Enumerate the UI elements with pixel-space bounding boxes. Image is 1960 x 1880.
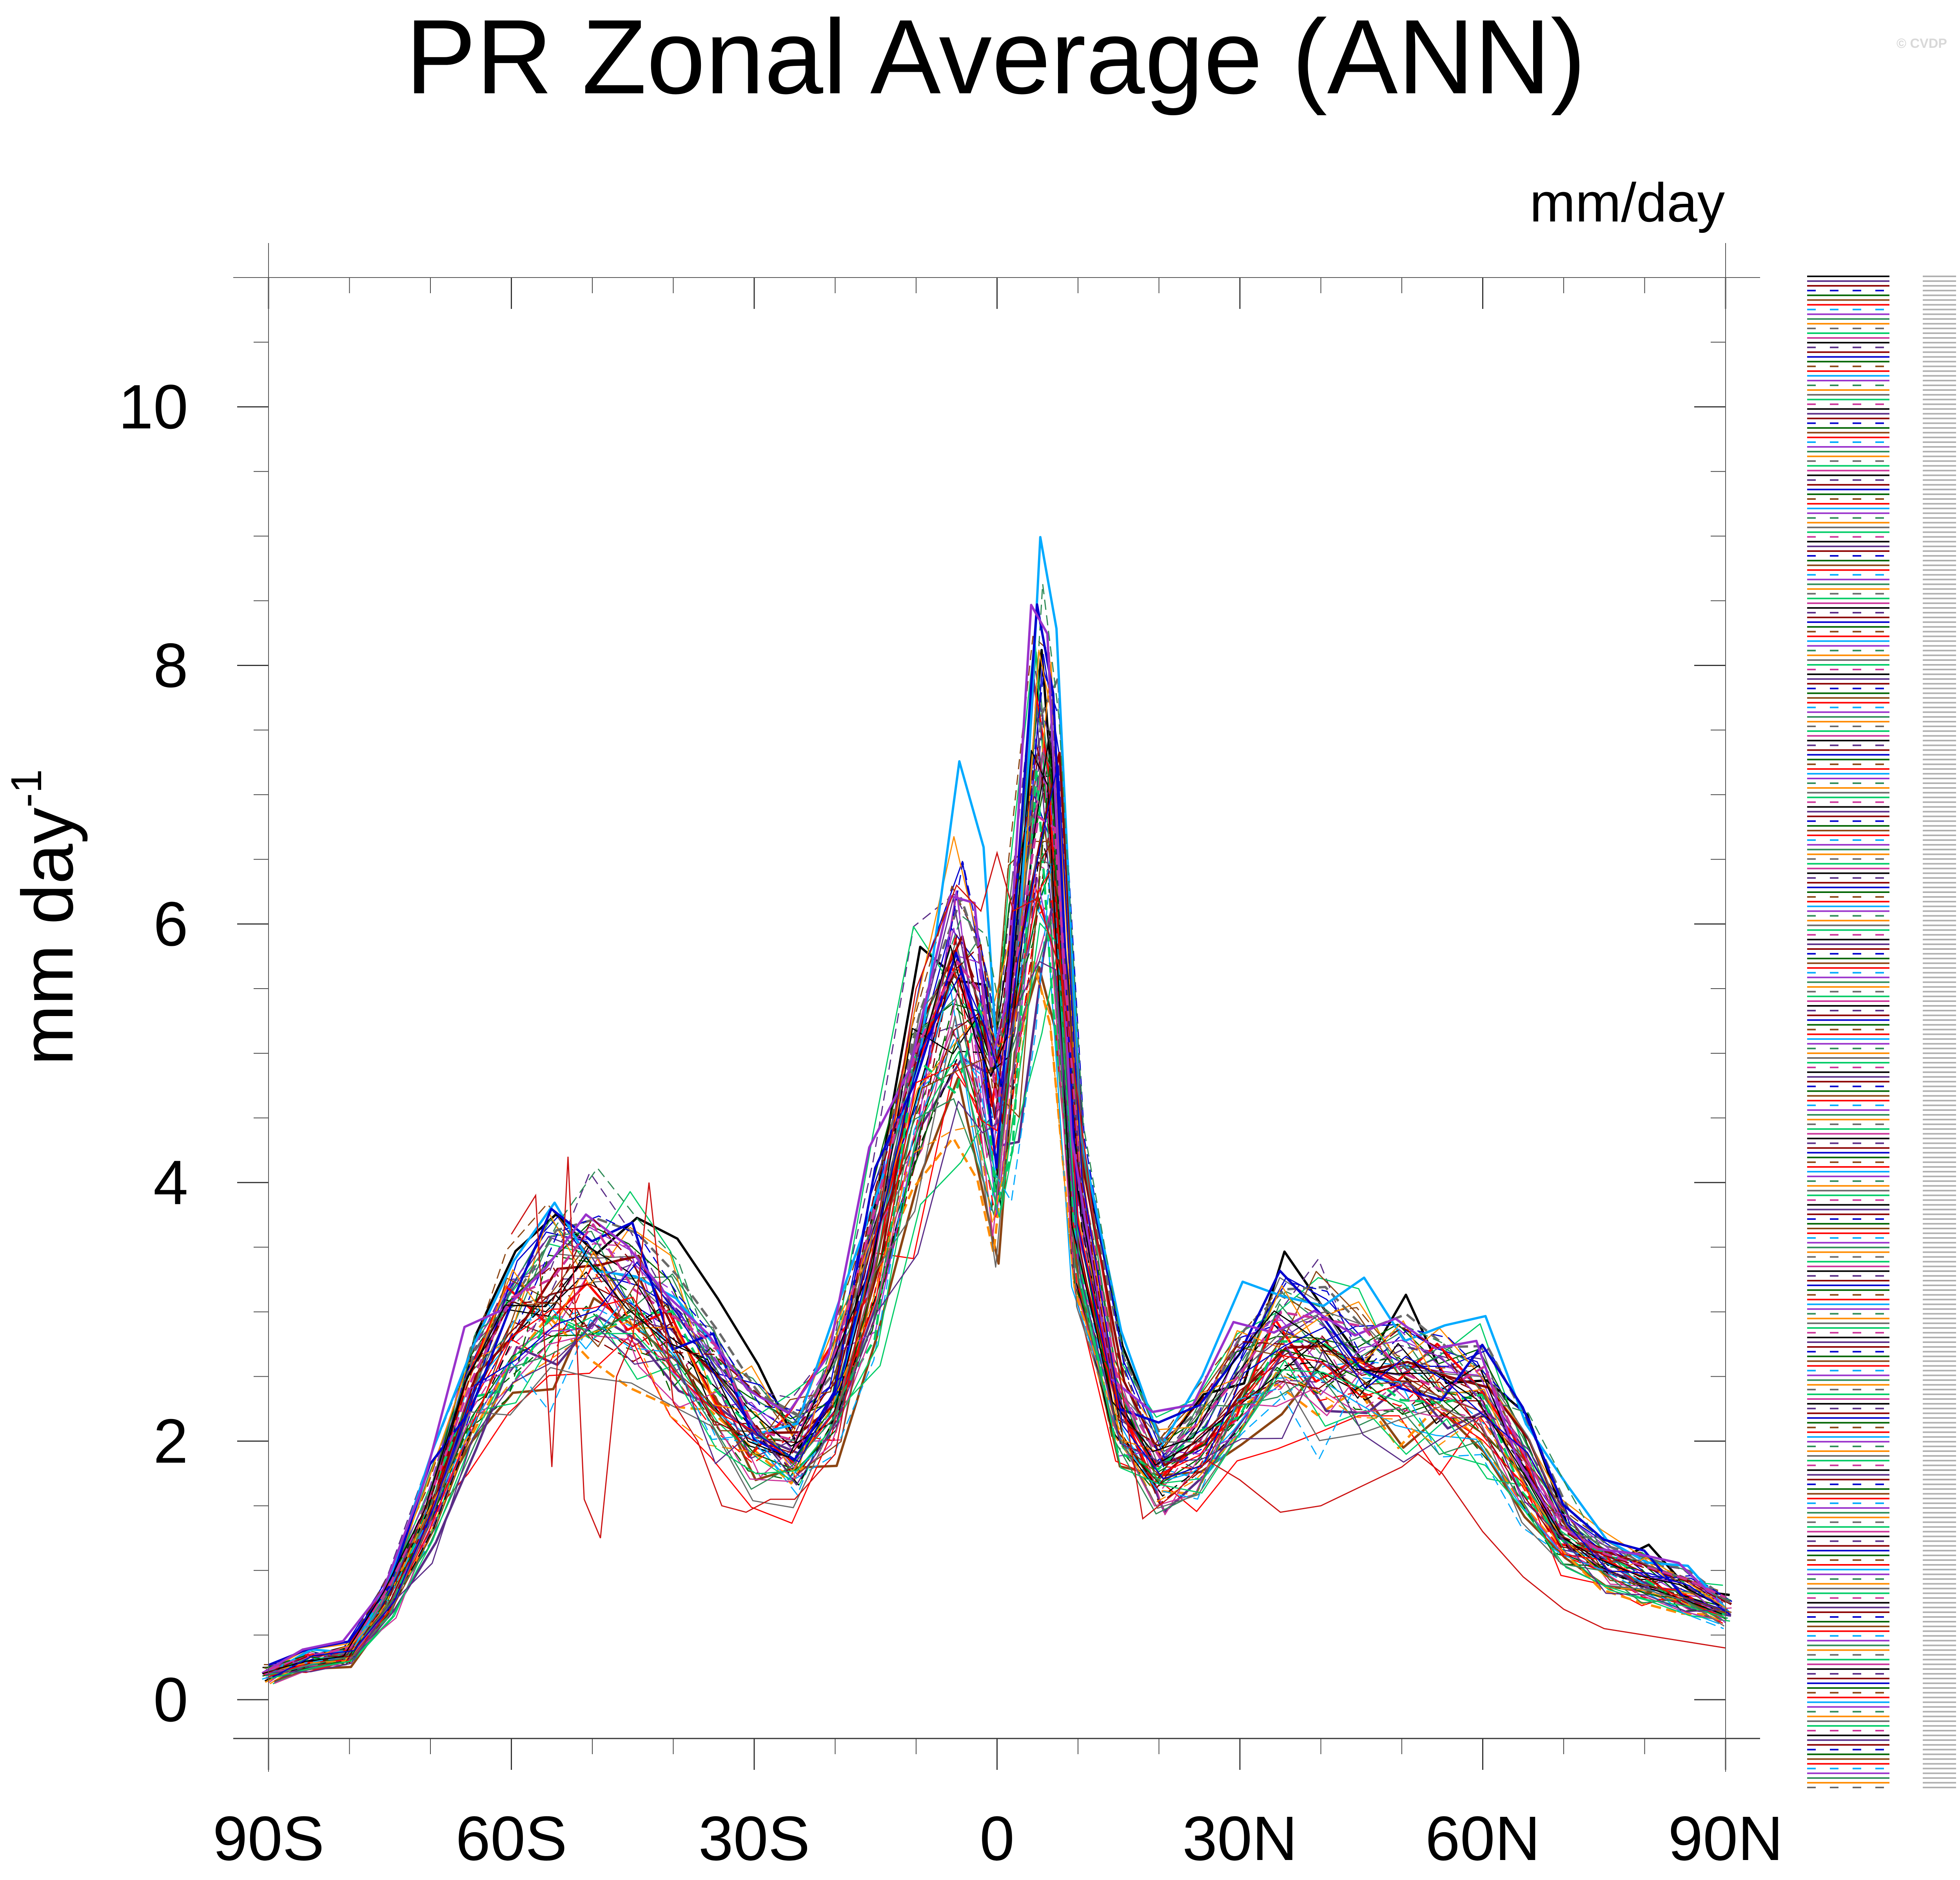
ensemble-member-line: [267, 900, 1725, 1669]
ensemble-member-line: [266, 842, 1724, 1670]
y-tick-label: 4: [153, 1147, 188, 1218]
x-tick-label: 60S: [456, 1803, 567, 1873]
ensemble-member-line: [270, 961, 1728, 1673]
x-tick-label: 60N: [1425, 1803, 1541, 1873]
x-tick-label: 30S: [699, 1803, 810, 1873]
ensemble-member-line: [265, 736, 1723, 1679]
ensemble-member-line: [265, 637, 1723, 1676]
y-axis-label-text: mm day: [7, 807, 88, 1065]
x-tick-label: 30N: [1182, 1803, 1298, 1873]
tick-labels: 90S 60S 30S 0 30N 60N 90N 0 2 4 6 8 10: [118, 372, 1783, 1873]
ensemble-member-line: [267, 603, 1726, 1666]
chart-title: PR Zonal Average (ANN): [405, 0, 1586, 116]
axes: [233, 243, 1760, 1772]
ensemble-member-line: [270, 536, 1730, 1673]
ensemble-member-line: [269, 794, 1727, 1669]
ensemble-member-line: [272, 946, 1730, 1684]
y-tick-label: 6: [153, 889, 188, 959]
x-tick-label: 0: [980, 1803, 1014, 1873]
watermark: © CVDP: [1896, 36, 1947, 51]
ensemble-member-line: [269, 815, 1727, 1671]
x-tick-label: 90S: [213, 1803, 325, 1873]
ensemble-member-line: [272, 677, 1731, 1671]
ensemble-member-line: [268, 747, 1726, 1673]
ensemble-member-line: [264, 841, 1722, 1666]
ensemble-series: [261, 536, 1733, 1684]
ensemble-member-line: [269, 858, 1727, 1680]
y-tick-label: 2: [153, 1406, 188, 1476]
ensemble-member-line: [272, 764, 1730, 1678]
ensemble-member-line: [270, 922, 1728, 1679]
outlier-series-line: [511, 851, 1726, 1649]
x-tick-label: 90N: [1668, 1803, 1783, 1873]
ensemble-member-line: [265, 758, 1722, 1669]
units-label: mm/day: [1530, 172, 1725, 233]
y-tick-label: 8: [153, 630, 188, 700]
y-axis-label-superscript: -1: [2, 769, 51, 808]
ensemble-member-line: [262, 896, 1720, 1680]
legend: [1807, 276, 1956, 1788]
ensemble-member-line: [266, 856, 1724, 1672]
ensemble-member-line: [264, 965, 1722, 1673]
ensemble-member-line: [265, 920, 1723, 1677]
y-tick-label: 10: [118, 372, 188, 442]
ensemble-member-line: [268, 877, 1726, 1666]
ensemble-member-line: [267, 769, 1725, 1669]
ensemble-member-line: [264, 915, 1722, 1675]
ensemble-member-line: [265, 731, 1722, 1682]
ensemble-member-line: [261, 604, 1720, 1675]
ensemble-member-line: [262, 750, 1720, 1675]
ensemble-member-line: [264, 754, 1722, 1675]
ensemble-member-line: [268, 865, 1726, 1677]
y-tick-label: 0: [153, 1664, 188, 1735]
ensemble-member-line: [267, 855, 1725, 1679]
ensemble-member-line: [265, 662, 1723, 1672]
y-axis-label: mm day-1: [2, 769, 88, 1065]
